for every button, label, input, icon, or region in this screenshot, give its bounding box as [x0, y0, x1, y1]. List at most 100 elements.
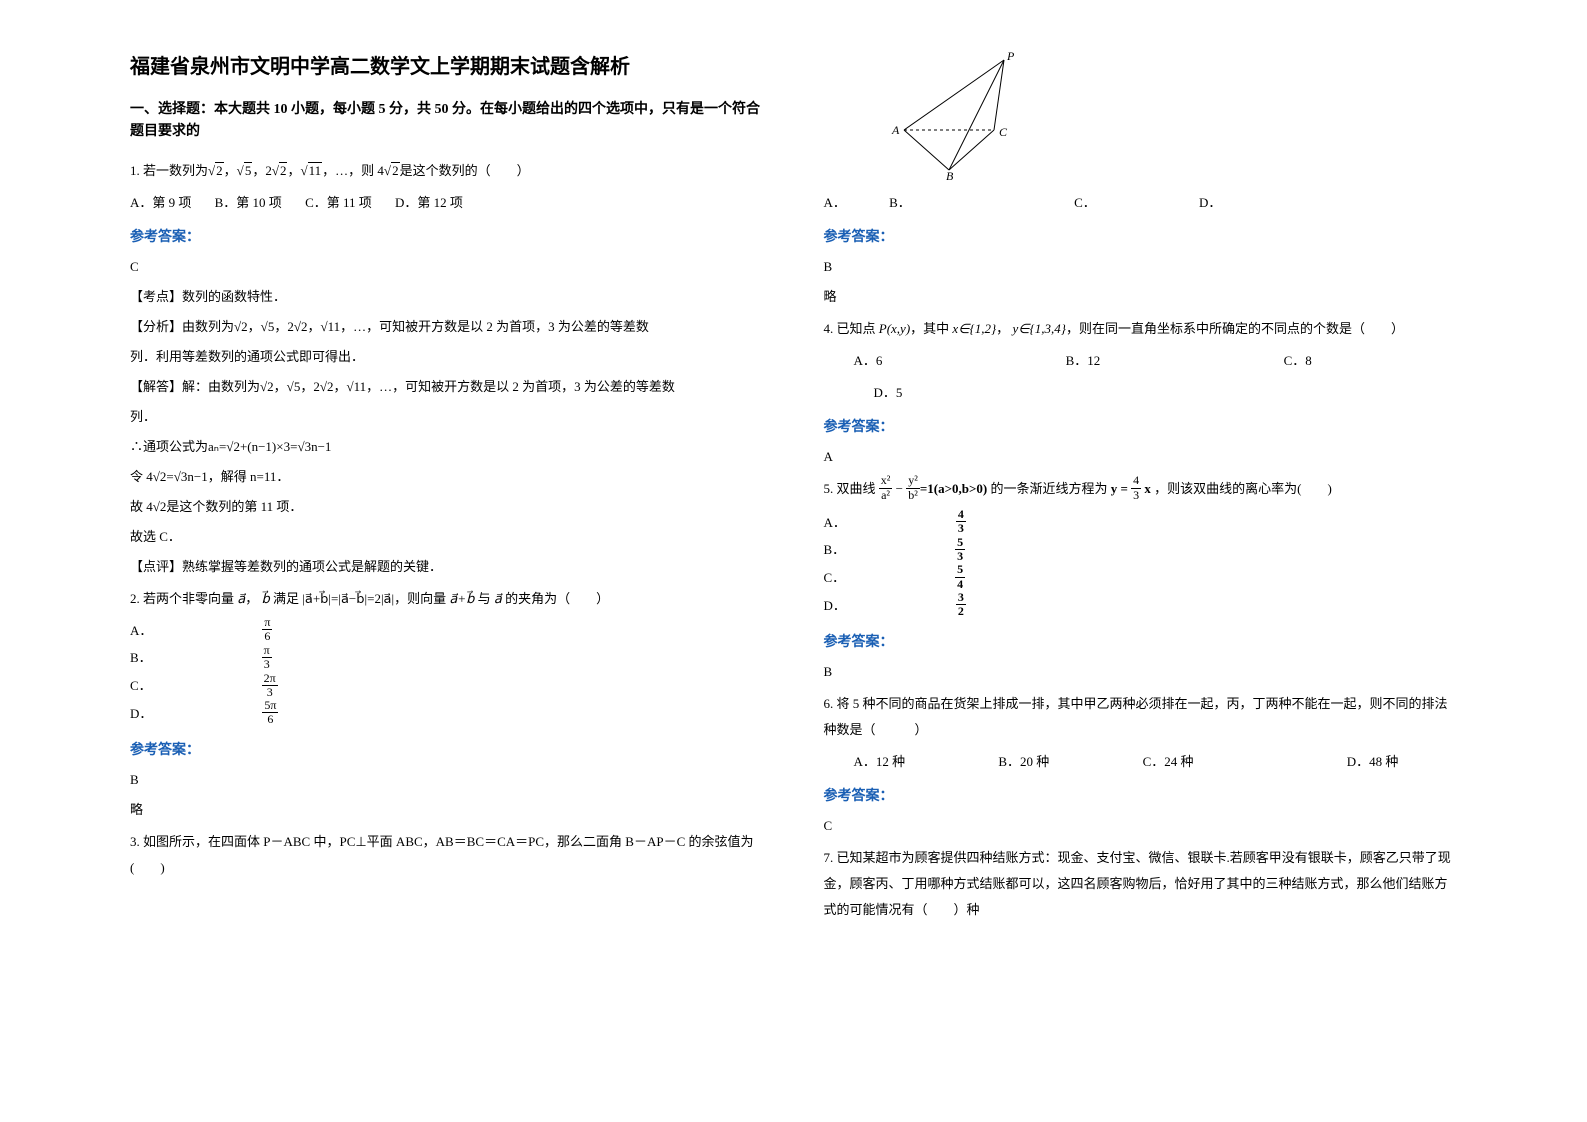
q4-xc: x∈{1,2}	[952, 321, 996, 336]
q5-oD: D．32	[824, 593, 1076, 621]
q5-as-r: x	[1144, 481, 1151, 496]
q4-options: A．6 B．12 C．8	[824, 348, 1458, 374]
q5-oA: A． 43	[824, 510, 1076, 538]
q5-fl-n: x²	[879, 474, 893, 488]
q5-as-n: 4	[1131, 474, 1141, 488]
q2-oA: A． π6	[130, 618, 492, 646]
q2-options: A．π6 B．π3 C．2π3 D．5π6	[130, 618, 764, 729]
q1-e8a: 故 4	[130, 499, 153, 514]
q2-t2: ，	[245, 591, 258, 606]
q2-vb: b⃗	[262, 591, 270, 606]
q4-ans: A	[824, 444, 1458, 470]
q2-sum: a⃗+b⃗	[449, 591, 474, 606]
diagram-label-C: C	[999, 125, 1008, 139]
q5-fl-d: a²	[879, 489, 893, 502]
q1-e8b: 是这个数列的第 11 项．	[166, 499, 302, 514]
q1-options: A．第 9 项 B．第 10 项 C．第 11 项 D．第 12 项	[130, 190, 764, 216]
q5-stem: 5. 双曲线 x²a² − y²b²=1(a>0,b>0) 的一条渐近线方程为 …	[824, 476, 1458, 504]
diagram-label-A: A	[891, 123, 900, 137]
q5-oBl: B．	[824, 537, 846, 563]
q1-e2s4: 11	[328, 319, 341, 334]
q1-t3: ，2	[252, 163, 272, 178]
q1-s4: 11	[308, 162, 323, 178]
q2-oDl: D．	[130, 701, 152, 727]
q1-e6s2: 3n−1	[305, 439, 332, 454]
q2-fBn: π	[262, 644, 272, 658]
q5-oDl: D．	[824, 593, 846, 619]
q2-fCd: 3	[262, 686, 278, 699]
q3-ans-label: 参考答案：	[824, 226, 1458, 246]
q1-s5: 2	[391, 162, 400, 178]
q2-fAn: π	[262, 616, 272, 630]
q2-fBd: 3	[262, 658, 272, 671]
q5-options: A．43 B．53 C．54 D．32	[824, 510, 1458, 621]
tetrahedron-diagram: P A B C	[884, 50, 1034, 180]
q1-optA: A．第 9 项	[130, 190, 191, 216]
section-heading: 一、选择题：本大题共 10 小题，每小题 5 分，共 50 分。在每小题给出的四…	[130, 99, 764, 144]
q4-t4: ，则在同一直角坐标系中所确定的不同点的个数是（ ）	[1066, 321, 1404, 336]
q4-ans-label: 参考答案：	[824, 416, 1458, 436]
q5-ans: B	[824, 659, 1458, 685]
q5-oAl: A．	[824, 510, 846, 536]
q5-fDd: 2	[956, 605, 966, 618]
q1-exp2: 【分析】由数列为√2，√5，2√2，√11，…，可知被开方数是以 2 为首项，3…	[130, 314, 764, 340]
q1-e4b: ，	[274, 379, 287, 394]
q2-t5: 与	[474, 591, 494, 606]
q1-e7b: =	[166, 469, 173, 484]
q3-oB: B．	[889, 190, 911, 216]
q2-fDd: 6	[262, 713, 278, 726]
q6-ans: C	[824, 813, 1458, 839]
q2-oAl: A．	[130, 618, 152, 644]
q2-omit: 略	[130, 797, 764, 823]
left-column: 福建省泉州市文明中学高二数学文上学期期末试题含解析 一、选择题：本大题共 10 …	[110, 50, 794, 1092]
q1-s1: 2	[215, 162, 224, 178]
q5-fBn: 5	[955, 536, 965, 550]
q3-oA: A．	[824, 190, 846, 216]
q5-as-d: 3	[1131, 489, 1141, 502]
q1-e2b: ，	[248, 319, 261, 334]
q5-t2: 的一条渐近线方程为	[990, 481, 1107, 496]
q7-stem: 7. 已知某超市为顾客提供四种结账方式：现金、支付宝、微信、银联卡.若顾客甲没有…	[824, 845, 1458, 923]
q2-oC: C．2π3	[130, 673, 498, 701]
q3-oC: C．	[1074, 190, 1096, 216]
q3-oD: D．	[1199, 190, 1221, 216]
q5-fBd: 3	[955, 550, 965, 563]
q2-t4: ，则向量	[394, 591, 446, 606]
q4-t3: ，	[996, 321, 1009, 336]
q1-e4c: ，2	[300, 379, 320, 394]
q5-fAn: 4	[956, 508, 966, 522]
q1-e6a: ∴通项公式为	[130, 439, 208, 454]
q1-exp5: 列．	[130, 404, 764, 430]
q5-fCn: 5	[955, 563, 965, 577]
q3-ans: B	[824, 254, 1458, 280]
q4-oA: A．6	[854, 348, 883, 374]
q1-t2: ，	[224, 163, 237, 178]
q1-exp9: 故选 C．	[130, 524, 764, 550]
q6-oD: D．48 种	[1347, 749, 1399, 775]
q1-exp6: ∴通项公式为aₙ=√2+(n−1)×3=√3n−1	[130, 434, 764, 460]
q2-oBl: B．	[130, 645, 152, 671]
q1-e4e: ，…，可知被开方数是以 2 为首项，3 为公差的等差数	[366, 379, 675, 394]
q4-t1: 4. 已知点	[824, 321, 876, 336]
q1-e6c: =	[290, 439, 297, 454]
q2-fAd: 6	[262, 630, 272, 643]
q5-ans-label: 参考答案：	[824, 631, 1458, 651]
q1-ans: C	[130, 254, 764, 280]
q2-ans: B	[130, 767, 764, 793]
q6-options: A．12 种 B．20 种 C．24 种 D．48 种	[824, 749, 1458, 775]
q1-exp3: 列．利用等差数列的通项公式即可得出．	[130, 344, 764, 370]
q5-oCl: C．	[824, 565, 846, 591]
q1-e7c: ，解得 n=11．	[208, 469, 290, 484]
q4-oD: D．5	[874, 380, 903, 406]
q6-oC: C．24 种	[1143, 749, 1194, 775]
q5-fAd: 3	[956, 522, 966, 535]
q4-oC: C．8	[1284, 348, 1312, 374]
q2-t3: 满足	[270, 591, 299, 606]
q5-as-l: y =	[1111, 481, 1128, 496]
q1-exp1: 【考点】数列的函数特性．	[130, 284, 764, 310]
q1-e4a: 【解答】解：由数列为	[130, 379, 260, 394]
q5-t3: ，则该双曲线的离心率为( )	[1154, 481, 1332, 496]
q1-exp4: 【解答】解：由数列为√2，√5，2√2，√11，…，可知被开方数是以 2 为首项…	[130, 374, 764, 400]
q1-e4d: ，	[333, 379, 346, 394]
q2-va2: a⃗	[494, 591, 502, 606]
